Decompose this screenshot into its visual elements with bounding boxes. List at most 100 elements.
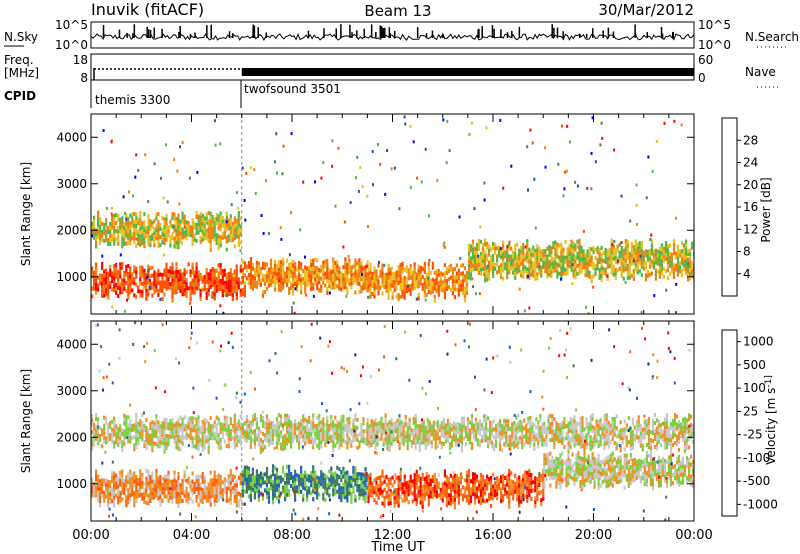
- echo-cell: [522, 262, 525, 267]
- echo-cell: [536, 252, 539, 257]
- echo-cell: [113, 495, 116, 500]
- echo-cell: [127, 431, 130, 436]
- echo-cell: [125, 264, 128, 269]
- echo-cell: [229, 284, 232, 289]
- echo-cell: [109, 238, 112, 242]
- echo-cell: [155, 414, 158, 419]
- echo-cell: [401, 261, 404, 266]
- echo-cell: [373, 286, 376, 291]
- echo-cell: [147, 493, 150, 498]
- echo-cell: [139, 431, 142, 436]
- echo-cell: [117, 484, 120, 489]
- echo-cell: [479, 263, 483, 268]
- echo-cell: [658, 246, 661, 251]
- echo-cell: [316, 423, 319, 428]
- echo-cell: [211, 490, 214, 494]
- echo-cell: [165, 418, 168, 422]
- echo-cell: [173, 474, 176, 479]
- echo-cell: [606, 264, 609, 269]
- echo-cell: [485, 414, 488, 419]
- echo-cell: [163, 486, 166, 491]
- echo-cell: [650, 239, 653, 244]
- echo-cell: [290, 440, 293, 445]
- echo-cell: [376, 422, 379, 427]
- echo-cell: [241, 435, 244, 439]
- echo-cell: [237, 285, 240, 290]
- echo-cell: [105, 292, 108, 297]
- echo-cell: [544, 253, 547, 258]
- echo-cell: [356, 273, 359, 278]
- echo-cell: [314, 265, 317, 270]
- echo-cell: [95, 290, 98, 295]
- echo-cell: [205, 287, 208, 292]
- echo-cell: [229, 437, 232, 442]
- echo-cell: [520, 249, 523, 254]
- echo-cell: [388, 436, 391, 440]
- echo-cell: [671, 423, 675, 428]
- echo-cell: [340, 423, 343, 428]
- echo-cell: [559, 435, 562, 439]
- echo-cell: [403, 283, 406, 288]
- echo-cell: [135, 441, 138, 445]
- echo-cell: [169, 270, 172, 275]
- echo-cell: [165, 438, 168, 442]
- echo-cell: [670, 260, 674, 265]
- echo-cell: [185, 220, 188, 225]
- echo-cell: [626, 255, 629, 260]
- echo-cell: [95, 240, 98, 245]
- echo-cell: [261, 423, 265, 428]
- echo-cell: [135, 445, 138, 449]
- echo-cell: [324, 263, 327, 268]
- echo-cell: [492, 257, 495, 262]
- echo-cell: [471, 255, 475, 260]
- echo-cell: [685, 239, 688, 244]
- echo-scatter: [369, 274, 372, 278]
- echo-cell: [562, 251, 565, 256]
- echo-cell: [233, 499, 236, 503]
- echo-cell: [161, 421, 164, 426]
- echo-cell: [231, 230, 234, 234]
- echo-scatter: [245, 171, 248, 175]
- echo-cell: [191, 262, 194, 267]
- echo-cell: [249, 273, 252, 278]
- echo-cell: [95, 424, 98, 429]
- echo-cell: [137, 229, 140, 234]
- echo-cell: [522, 270, 525, 275]
- echo-cell: [400, 432, 403, 437]
- echo-cell: [675, 414, 679, 419]
- echo-cell: [225, 247, 228, 252]
- echo-cell: [624, 255, 627, 260]
- echo-cell: [294, 261, 297, 266]
- echo-cell: [269, 441, 273, 446]
- echo-cell: [221, 435, 224, 440]
- echo-cell: [475, 267, 479, 272]
- echo-cell: [681, 425, 685, 430]
- echo-cell: [133, 471, 136, 476]
- echo-cell: [678, 249, 682, 254]
- echo-cell: [141, 273, 144, 278]
- echo-scatter: [629, 219, 632, 223]
- echo-cell: [614, 259, 617, 264]
- echo-cell: [408, 418, 411, 422]
- echo-cell: [239, 472, 242, 477]
- echo-cell: [199, 236, 202, 240]
- echo-cell: [588, 262, 591, 267]
- echo-cell: [101, 444, 104, 449]
- echo-cell: [467, 263, 471, 268]
- echo-cell: [408, 438, 411, 442]
- echo-cell: [107, 503, 110, 508]
- echo-cell: [531, 437, 534, 442]
- echo-cell: [678, 261, 682, 266]
- echo-cell: [666, 260, 670, 265]
- echo-cell: [173, 482, 176, 487]
- echo-cell: [205, 216, 208, 221]
- echo-cell: [147, 226, 150, 231]
- echo-cell: [195, 222, 198, 227]
- echo-cell: [330, 270, 333, 274]
- echo-cell: [217, 238, 220, 243]
- echo-scatter: [574, 180, 577, 184]
- echo-cell: [691, 269, 694, 274]
- echo-scatter: [566, 248, 569, 251]
- echo-cell: [689, 264, 692, 269]
- echo-cell: [502, 240, 505, 245]
